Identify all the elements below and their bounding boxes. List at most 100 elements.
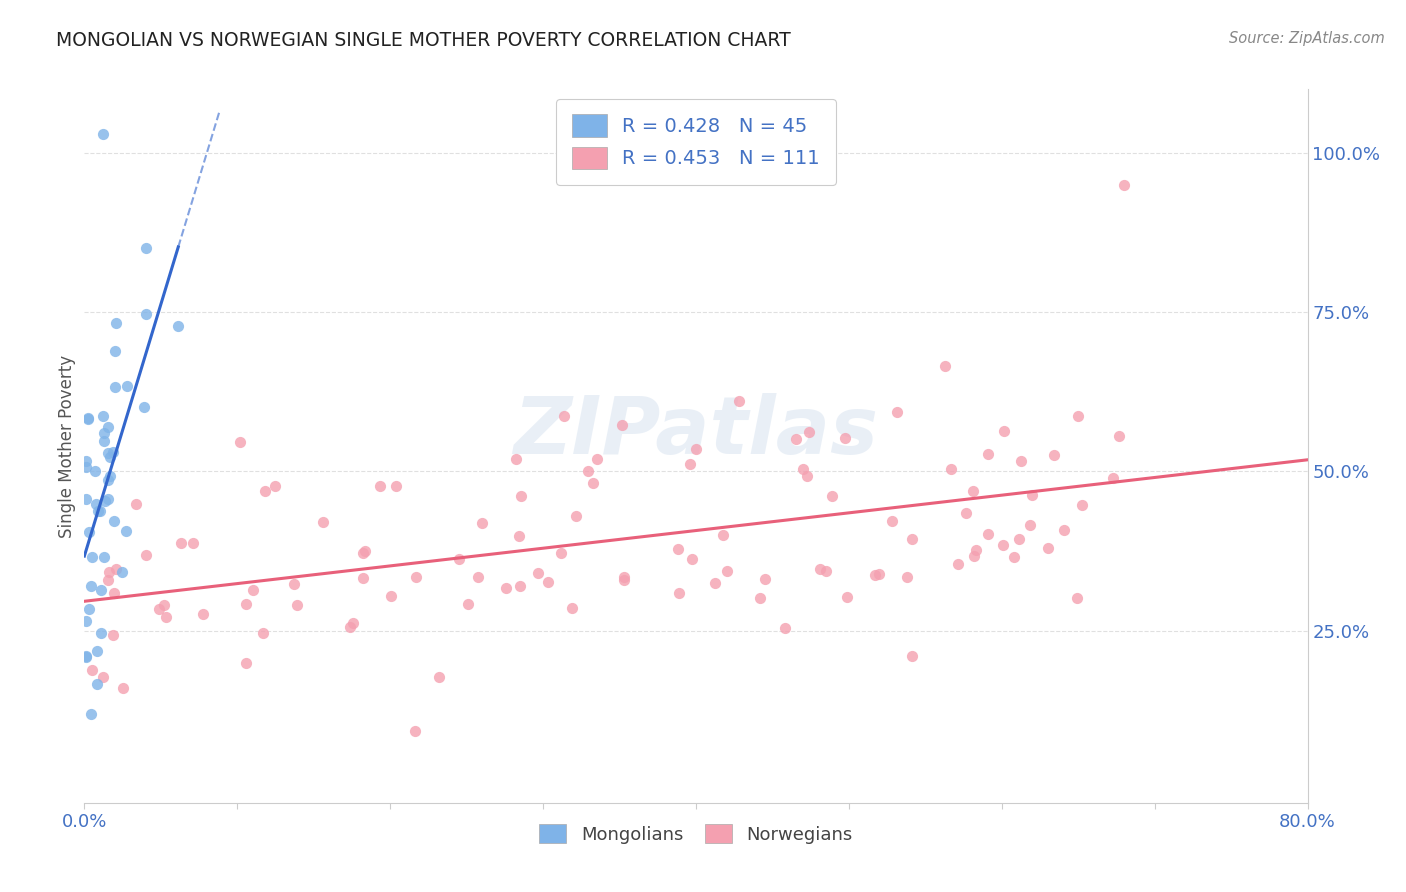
Point xyxy=(901,649,924,664)
Point xyxy=(354,544,377,558)
Point xyxy=(550,546,572,560)
Point xyxy=(80,707,103,722)
Point xyxy=(285,598,308,612)
Point xyxy=(235,656,257,670)
Point xyxy=(86,644,108,658)
Point xyxy=(711,527,734,541)
Point xyxy=(77,411,100,425)
Point xyxy=(716,564,738,578)
Point xyxy=(527,566,550,580)
Point xyxy=(886,405,908,419)
Point xyxy=(105,561,128,575)
Point xyxy=(80,579,103,593)
Point xyxy=(104,380,127,394)
Point xyxy=(977,526,1000,541)
Point xyxy=(565,508,588,523)
Point xyxy=(993,424,1015,438)
Point xyxy=(681,551,703,566)
Text: Source: ZipAtlas.com: Source: ZipAtlas.com xyxy=(1229,31,1385,46)
Point xyxy=(75,491,97,506)
Point xyxy=(1102,471,1125,485)
Point xyxy=(82,663,104,677)
Legend: Mongolians, Norwegians: Mongolians, Norwegians xyxy=(531,817,860,851)
Point xyxy=(97,492,120,507)
Point xyxy=(93,434,115,448)
Point xyxy=(900,532,922,546)
Point xyxy=(132,400,155,414)
Point xyxy=(96,420,118,434)
Point xyxy=(191,607,214,622)
Point xyxy=(77,524,100,539)
Point xyxy=(135,241,157,255)
Text: ZIPatlas: ZIPatlas xyxy=(513,392,879,471)
Point xyxy=(561,601,583,615)
Point xyxy=(728,393,751,408)
Point xyxy=(91,670,114,684)
Point xyxy=(471,516,494,531)
Point xyxy=(427,670,450,684)
Point xyxy=(941,461,963,475)
Point xyxy=(1071,498,1094,512)
Point xyxy=(792,462,814,476)
Point xyxy=(167,318,190,333)
Point xyxy=(152,598,174,612)
Point xyxy=(339,619,361,633)
Point xyxy=(404,723,426,738)
Point xyxy=(135,548,157,562)
Point xyxy=(148,602,170,616)
Point xyxy=(104,344,127,359)
Point xyxy=(89,503,111,517)
Point xyxy=(84,464,107,478)
Point xyxy=(447,551,470,566)
Point xyxy=(1114,178,1136,192)
Point xyxy=(91,409,114,423)
Point xyxy=(352,546,374,560)
Point xyxy=(863,568,886,582)
Point xyxy=(235,597,257,611)
Point xyxy=(1038,541,1060,555)
Point xyxy=(98,450,121,464)
Point xyxy=(934,359,956,374)
Point xyxy=(75,649,97,664)
Point xyxy=(75,454,97,468)
Point xyxy=(75,614,97,628)
Point xyxy=(814,564,837,578)
Point xyxy=(1053,523,1076,537)
Point xyxy=(582,475,605,490)
Point xyxy=(808,562,831,576)
Point xyxy=(868,567,890,582)
Point xyxy=(880,514,903,528)
Point xyxy=(509,579,531,593)
Point xyxy=(1010,454,1032,468)
Point xyxy=(1019,517,1042,532)
Point xyxy=(93,549,115,564)
Point xyxy=(405,570,427,584)
Point xyxy=(97,446,120,460)
Point xyxy=(170,536,193,550)
Point xyxy=(98,468,121,483)
Point xyxy=(103,585,125,599)
Point xyxy=(90,583,112,598)
Point xyxy=(86,677,108,691)
Point xyxy=(613,570,636,584)
Point xyxy=(84,498,107,512)
Point xyxy=(613,573,636,587)
Point xyxy=(90,626,112,640)
Point xyxy=(509,489,531,503)
Point xyxy=(505,451,527,466)
Point xyxy=(1066,591,1088,606)
Point xyxy=(135,307,157,321)
Point xyxy=(685,442,707,457)
Point xyxy=(1008,532,1031,546)
Point xyxy=(977,447,1000,461)
Point xyxy=(104,316,127,330)
Point xyxy=(80,550,103,565)
Point xyxy=(962,483,984,498)
Point xyxy=(679,457,702,471)
Point xyxy=(508,528,530,542)
Point xyxy=(93,425,115,440)
Point xyxy=(1108,429,1130,443)
Point xyxy=(380,590,402,604)
Point xyxy=(775,621,797,635)
Point xyxy=(537,574,560,589)
